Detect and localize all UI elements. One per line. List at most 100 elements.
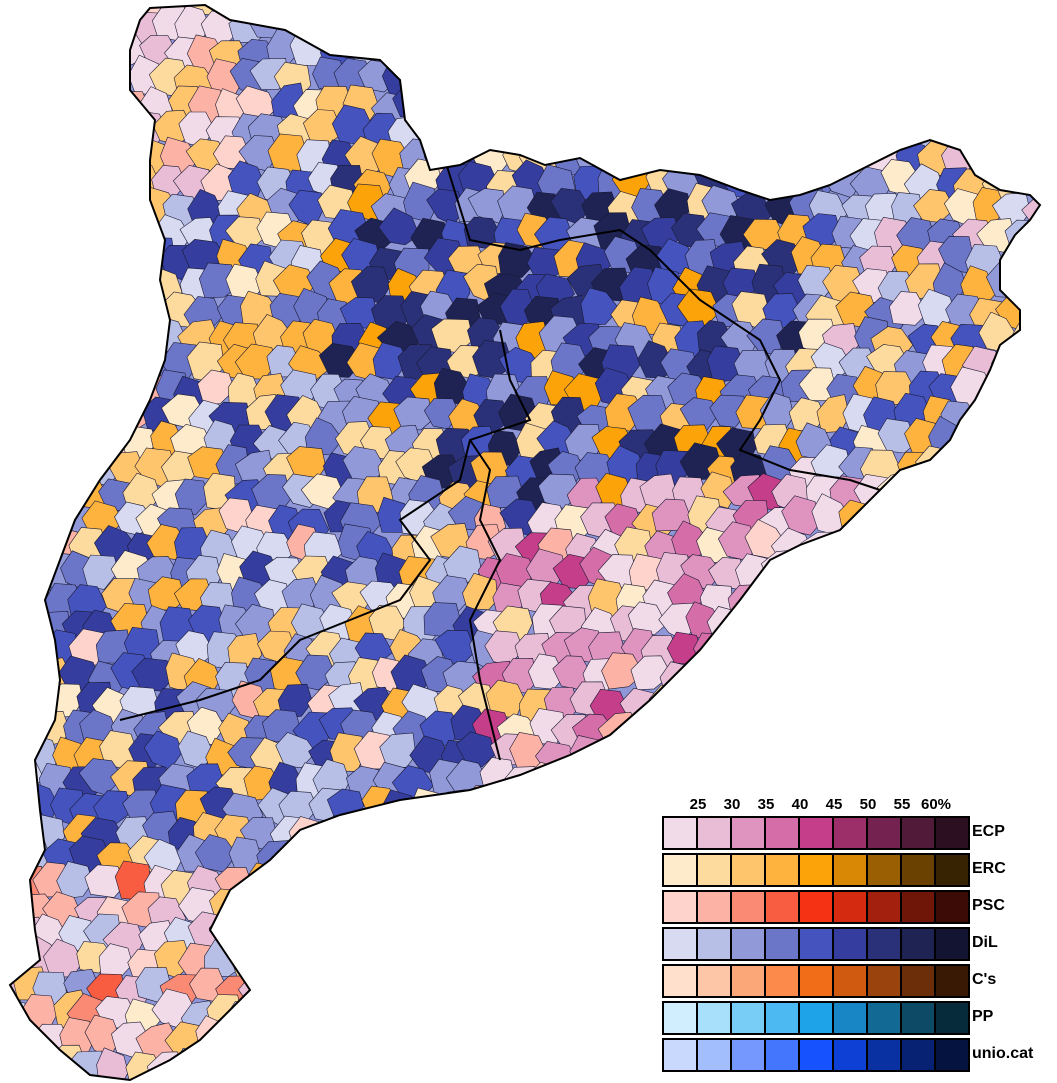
legend-party-label: DiL	[972, 934, 998, 951]
legend-swatch	[866, 1040, 900, 1070]
legend-swatch	[664, 855, 696, 885]
legend-swatch	[900, 855, 934, 885]
legend-swatch-strip	[662, 816, 970, 850]
legend-row: PP	[662, 1001, 1052, 1038]
legend-swatch	[866, 1003, 900, 1033]
legend-swatch	[934, 892, 968, 922]
legend-tick: 60%	[920, 796, 952, 813]
legend-tick: 35	[757, 796, 775, 813]
municipality-cell	[455, 731, 496, 768]
legend-swatch	[730, 892, 764, 922]
legend-swatch	[866, 855, 900, 885]
legend-row: unio.cat	[662, 1038, 1052, 1075]
legend-swatch	[764, 1040, 798, 1070]
municipality-cell	[393, 396, 434, 431]
legend-swatch	[934, 855, 968, 885]
legend-swatch	[696, 1003, 730, 1033]
municipality-cell	[877, 418, 917, 454]
legend-swatch	[832, 1040, 866, 1070]
municipality-cell	[82, 554, 119, 590]
municipality-cell	[302, 109, 344, 147]
legend-swatch	[934, 929, 968, 959]
legend-swatch	[866, 892, 900, 922]
legend-row: ERC	[662, 853, 1052, 890]
legend-swatch	[934, 966, 968, 996]
municipality-cell	[93, 790, 133, 825]
legend-swatch-strip	[662, 1038, 970, 1072]
legend-swatch	[900, 929, 934, 959]
municipality-cell	[709, 394, 747, 428]
legend-rows: ECP ERC PSC DiL C's PP unio.cat	[662, 816, 1052, 1075]
municipality-cell	[198, 262, 239, 299]
province-border	[444, 159, 881, 491]
legend-swatch	[798, 1040, 832, 1070]
municipality-cell	[627, 601, 667, 635]
legend-swatch	[866, 966, 900, 996]
municipality-cell	[432, 575, 473, 612]
legend-swatch	[730, 855, 764, 885]
legend-row: PSC	[662, 890, 1052, 927]
legend-swatch	[866, 818, 900, 848]
legend-swatch	[900, 966, 934, 996]
legend-swatch	[730, 818, 764, 848]
legend-party-label: C's	[972, 971, 997, 988]
municipality-cell	[580, 287, 620, 326]
legend-swatch	[798, 818, 832, 848]
legend-swatch	[696, 1040, 730, 1070]
legend-tick: 25	[689, 796, 707, 813]
legend-swatch	[730, 1003, 764, 1033]
municipality-cell	[295, 654, 336, 691]
legend-swatch-strip	[662, 890, 970, 924]
legend-swatch	[664, 929, 696, 959]
legend-row: DiL	[662, 927, 1052, 964]
legend: 25 30 35 40 45 50 55 60% ECP ERC PSC DiL C's PP unio.…	[662, 796, 1052, 1075]
legend-party-label: ECP	[972, 823, 1005, 840]
legend-swatch	[866, 929, 900, 959]
legend-swatch	[764, 929, 798, 959]
legend-party-label: unio.cat	[972, 1045, 1034, 1062]
legend-swatch	[764, 892, 798, 922]
province-border	[119, 329, 532, 721]
legend-swatch	[664, 818, 696, 848]
legend-swatch	[798, 966, 832, 996]
legend-row: C's	[662, 964, 1052, 1001]
municipality-cell	[174, 478, 211, 516]
municipality-cell	[378, 207, 420, 246]
municipality-cell	[601, 652, 645, 690]
legend-tick: 50	[859, 796, 877, 813]
legend-row: ECP	[662, 816, 1052, 853]
legend-swatch	[798, 892, 832, 922]
legend-swatch	[764, 1003, 798, 1033]
legend-swatch-strip	[662, 1001, 970, 1035]
legend-swatch	[696, 892, 730, 922]
legend-swatch	[832, 818, 866, 848]
legend-party-label: PP	[972, 1008, 994, 1025]
legend-swatch	[798, 1003, 832, 1033]
legend-swatch	[900, 1003, 934, 1033]
legend-swatch	[934, 1003, 968, 1033]
legend-swatch	[900, 818, 934, 848]
legend-swatch	[934, 1040, 968, 1070]
legend-swatch-strip	[662, 927, 970, 961]
municipality-cell	[84, 864, 127, 898]
province-border	[468, 439, 502, 761]
legend-swatch	[696, 818, 730, 848]
municipality-cell	[498, 242, 538, 278]
legend-swatch	[730, 1040, 764, 1070]
legend-swatch	[832, 929, 866, 959]
legend-swatch	[832, 1003, 866, 1033]
legend-tick: 55	[893, 796, 911, 813]
legend-swatch	[730, 966, 764, 996]
legend-swatch	[832, 855, 866, 885]
municipality-cell	[197, 369, 235, 406]
legend-swatch	[696, 929, 730, 959]
legend-swatch	[664, 966, 696, 996]
legend-party-label: ERC	[972, 860, 1006, 877]
legend-swatch	[900, 1040, 934, 1070]
legend-tick: 30	[723, 796, 741, 813]
legend-swatch	[664, 1003, 696, 1033]
legend-swatch	[832, 966, 866, 996]
legend-tick: 45	[825, 796, 843, 813]
legend-party-label: PSC	[972, 897, 1005, 914]
